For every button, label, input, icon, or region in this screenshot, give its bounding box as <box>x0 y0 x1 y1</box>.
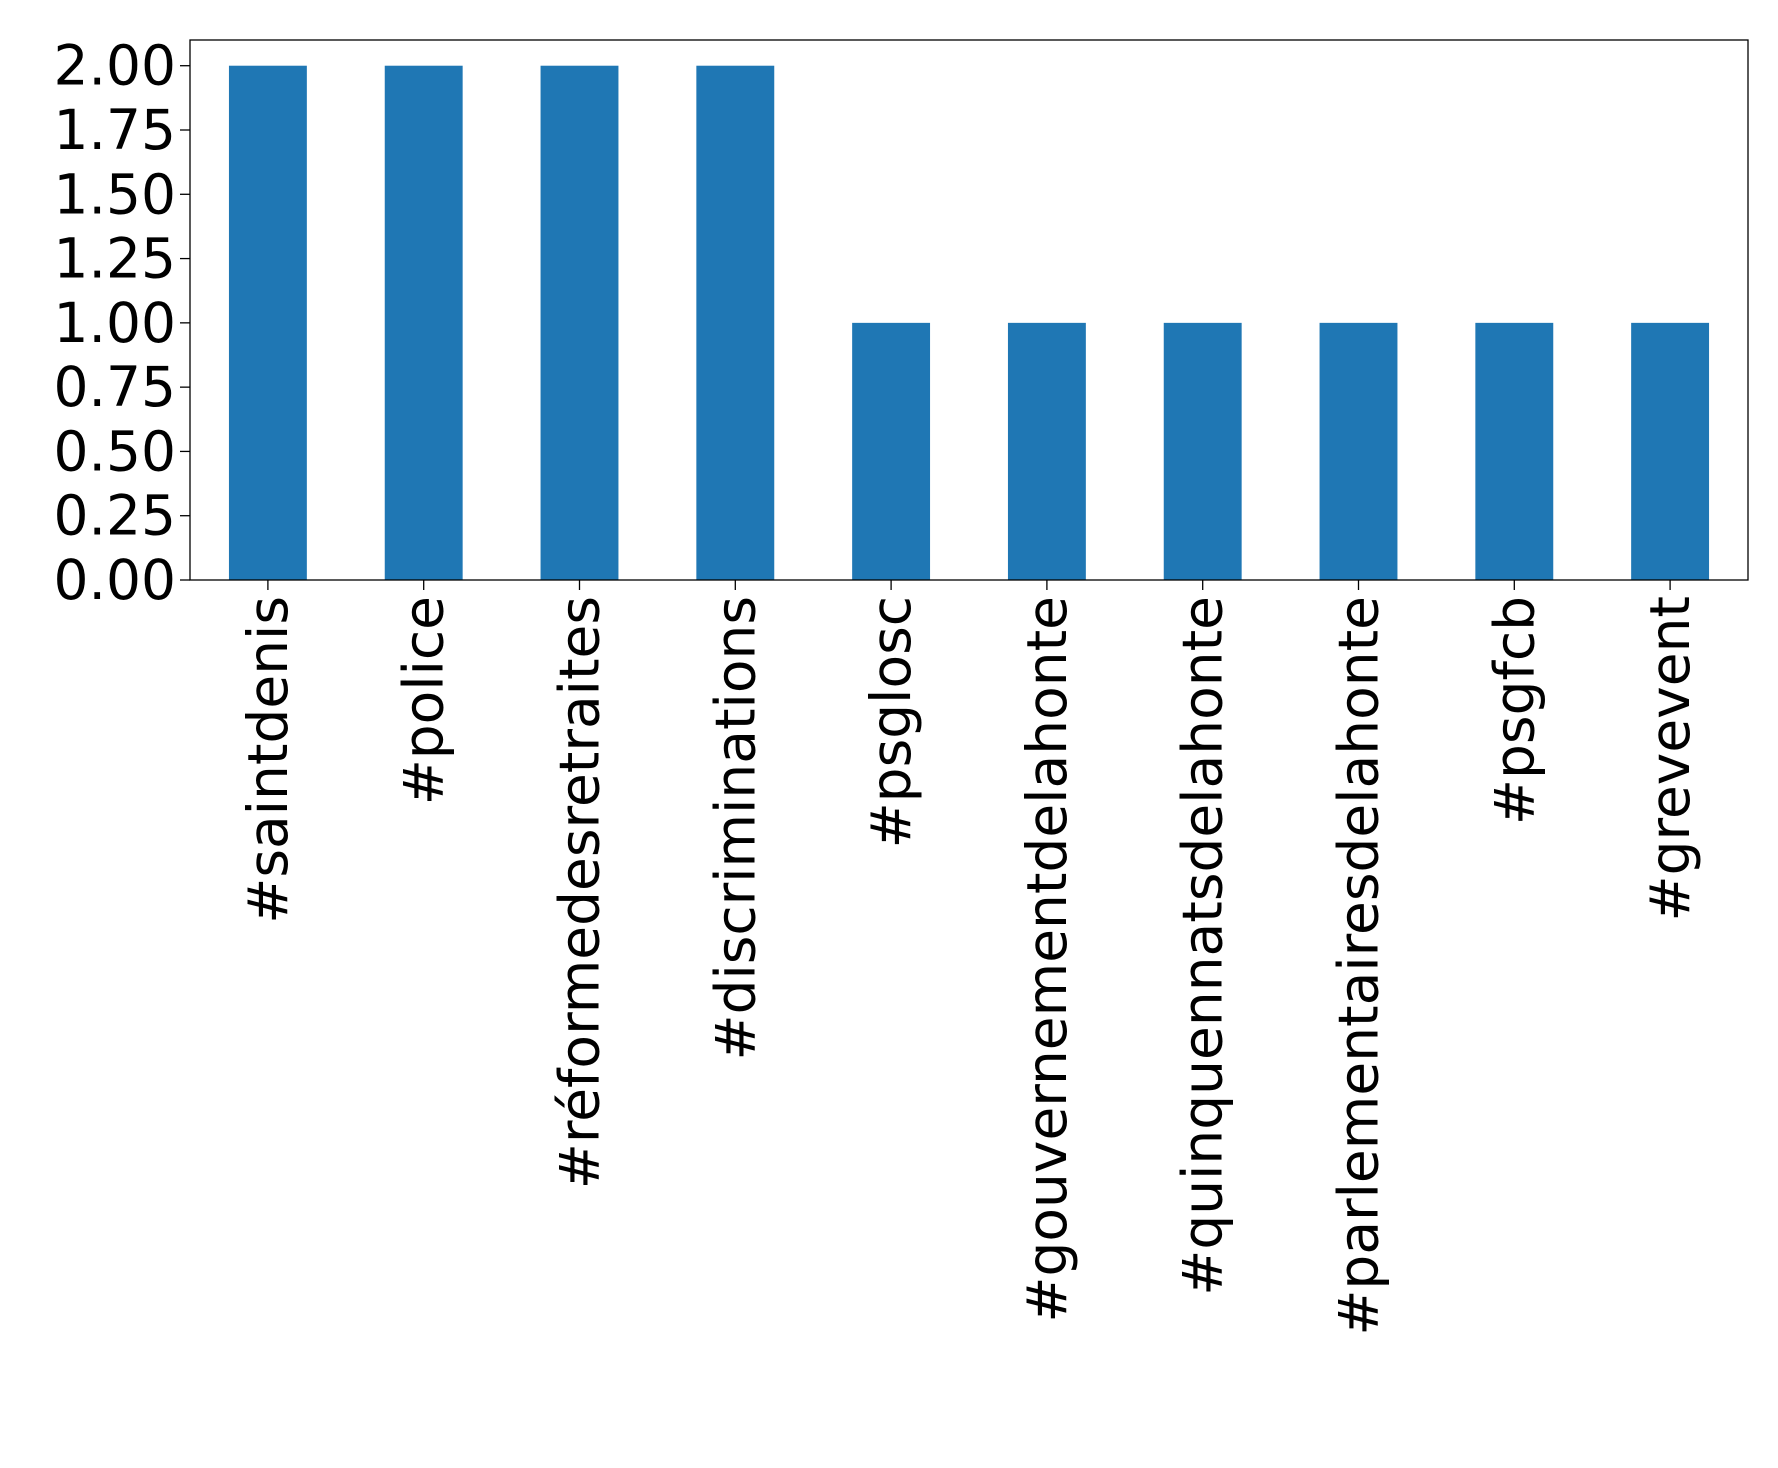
bar-5 <box>1007 322 1086 580</box>
y-tick-label-6: 1.50 <box>54 162 176 226</box>
x-tick-label-4: #psglosc <box>859 596 923 848</box>
bar-0 <box>228 65 307 580</box>
bar-3 <box>696 65 775 580</box>
x-tick-label-8: #psgfcb <box>1482 596 1546 825</box>
bars-group <box>228 65 1710 580</box>
y-axis: 0.000.250.500.751.001.251.501.752.00 <box>54 34 190 612</box>
x-tick-label-1: #police <box>392 596 456 805</box>
y-tick-label-2: 0.50 <box>54 419 176 483</box>
bar-2 <box>540 65 619 580</box>
x-tick-label-0: #saintdenis <box>236 596 300 924</box>
y-tick-label-3: 0.75 <box>54 355 176 419</box>
bar-9 <box>1631 322 1710 580</box>
bar-8 <box>1475 322 1554 580</box>
x-tick-label-5: #gouvernementdelahonte <box>1015 596 1079 1323</box>
x-axis: #saintdenis #police #réformedesretraites #d… <box>236 580 1702 1336</box>
y-tick-label-1: 0.25 <box>54 484 176 548</box>
x-tick-label-2: #réformedesretraites <box>548 596 612 1189</box>
y-tick-label-5: 1.25 <box>54 227 176 291</box>
x-tick-label-9: #grevevent <box>1638 596 1702 921</box>
bar-4 <box>852 322 931 580</box>
y-tick-label-8: 2.00 <box>54 34 176 98</box>
x-tick-label-3: #discriminations <box>703 596 767 1060</box>
bar-7 <box>1319 322 1398 580</box>
bar-6 <box>1163 322 1242 580</box>
y-tick-label-4: 1.00 <box>54 291 176 355</box>
x-tick-label-6: #quinquennatsdelahonte <box>1171 596 1235 1296</box>
plot-area-frame <box>189 39 1749 581</box>
x-tick-label-7: #parlementairesdelahonte <box>1327 596 1391 1336</box>
y-tick-label-0: 0.00 <box>54 548 176 612</box>
bar-1 <box>384 65 463 580</box>
y-tick-label-7: 1.75 <box>54 98 176 162</box>
